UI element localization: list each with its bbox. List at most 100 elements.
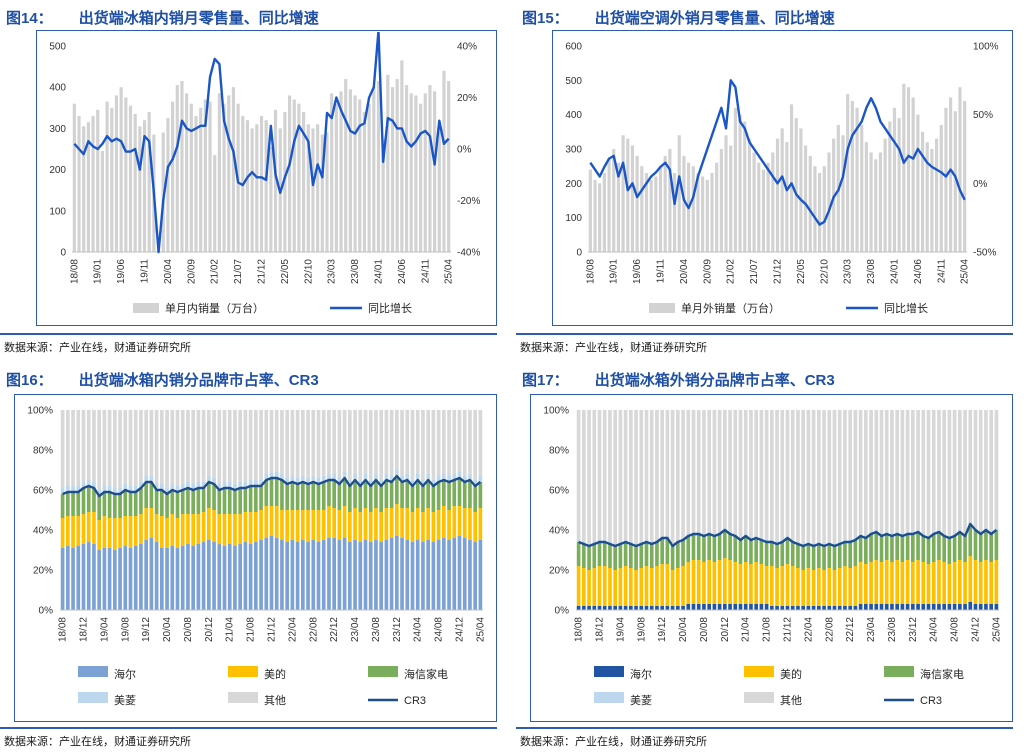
svg-text:19/01: 19/01 [93, 259, 104, 284]
svg-text:20/12: 20/12 [204, 617, 215, 642]
figure-15-panel: 图15： 出货端空调外销月零售量、同比增速 0 100 200 300 400 500 600… [516, 0, 1032, 362]
svg-text:海尔: 海尔 [630, 667, 652, 681]
figure-15-chart: 0 100 200 300 400 500 600 -50% 0% 50% 100% 18/08 19/… [565, 42, 999, 316]
svg-text:0%: 0% [555, 606, 570, 617]
svg-text:0%: 0% [973, 179, 988, 190]
svg-text:25/04: 25/04 [991, 617, 1002, 642]
svg-text:24/12: 24/12 [455, 617, 466, 642]
figure-15-chart-frame: 0 100 200 300 400 500 600 -50% 0% 50% 100% 18/08 19/… [552, 30, 1013, 326]
svg-text:100%: 100% [543, 406, 569, 417]
svg-text:海信家电: 海信家电 [920, 667, 964, 681]
svg-text:单月内销量（万台）: 单月内销量（万台） [165, 301, 264, 315]
svg-text:其他: 其他 [780, 694, 802, 707]
svg-text:300: 300 [49, 124, 66, 135]
svg-text:同比增长: 同比增长 [884, 301, 928, 315]
svg-text:21/07: 21/07 [749, 259, 760, 284]
svg-text:18/08: 18/08 [58, 617, 69, 642]
data-source-note: 数据来源：产业在线，财通证券研究所 [520, 342, 707, 354]
svg-text:80%: 80% [549, 446, 569, 457]
svg-text:22/04: 22/04 [287, 617, 298, 642]
svg-text:21/07: 21/07 [233, 259, 244, 284]
svg-text:60%: 60% [33, 486, 53, 497]
svg-text:60%: 60% [549, 486, 569, 497]
svg-text:美的: 美的 [264, 667, 286, 681]
svg-text:20/09: 20/09 [186, 259, 197, 284]
svg-text:其他: 其他 [264, 694, 286, 707]
svg-text:23/08: 23/08 [350, 259, 361, 284]
svg-text:23/03: 23/03 [843, 259, 854, 284]
svg-text:24/11: 24/11 [420, 259, 431, 284]
svg-text:21/02: 21/02 [210, 259, 221, 284]
svg-text:19/04: 19/04 [615, 617, 626, 642]
svg-text:40%: 40% [457, 42, 477, 53]
svg-text:24/12: 24/12 [971, 617, 982, 642]
svg-text:19/06: 19/06 [116, 259, 127, 284]
figure-15-title-text: 出货端空调外销月零售量、同比增速 [594, 10, 835, 27]
figure-14-chart-frame: 0 100 200 300 400 500 -40% -20% 0% 20% 40% 18/08 19/… [36, 30, 497, 326]
svg-text:22/12: 22/12 [845, 617, 856, 642]
svg-text:21/12: 21/12 [257, 259, 268, 284]
data-source-note: 数据来源：产业在线，财通证券研究所 [4, 342, 191, 354]
svg-text:24/08: 24/08 [950, 617, 961, 642]
svg-text:200: 200 [49, 165, 66, 176]
svg-text:19/06: 19/06 [632, 259, 643, 284]
svg-text:20/09: 20/09 [702, 259, 713, 284]
svg-text:20%: 20% [549, 566, 569, 577]
svg-text:600: 600 [565, 42, 582, 53]
figure-14-title-text: 出货端冰箱内销月零售量、同比增速 [78, 10, 319, 27]
figure-14-chart: 0 100 200 300 400 500 -40% -20% 0% 20% 40% 18/08 19/… [49, 32, 480, 315]
svg-text:24/01: 24/01 [374, 259, 385, 284]
svg-text:19/08: 19/08 [636, 617, 647, 642]
svg-text:21/08: 21/08 [246, 617, 257, 642]
svg-text:24/04: 24/04 [413, 617, 424, 642]
svg-text:18/12: 18/12 [595, 617, 606, 642]
svg-text:200: 200 [565, 179, 582, 190]
svg-text:-20%: -20% [457, 196, 480, 207]
svg-text:21/08: 21/08 [762, 617, 773, 642]
figure-17-chart: 0% 20% 40% 60% 80% 100% 18/08 18/12 19/04 19/08 19… [543, 406, 1002, 708]
divider-line [0, 333, 497, 335]
svg-text:24/11: 24/11 [936, 259, 947, 284]
figure-14-title: 图14： 出货端冰箱内销月零售量、同比增速 [6, 7, 319, 28]
svg-text:22/12: 22/12 [329, 617, 340, 642]
svg-text:21/12: 21/12 [783, 617, 794, 642]
svg-text:19/11: 19/11 [140, 259, 151, 284]
svg-text:23/08: 23/08 [371, 617, 382, 642]
svg-text:海尔: 海尔 [114, 667, 136, 681]
divider-line [516, 333, 1013, 335]
svg-text:100%: 100% [27, 406, 53, 417]
figure-17-title-text: 出货端冰箱外销分品牌市占率、CR3 [594, 372, 835, 389]
svg-text:25/04: 25/04 [960, 259, 971, 284]
svg-text:美菱: 美菱 [114, 694, 136, 707]
svg-text:25/04: 25/04 [444, 259, 455, 284]
svg-text:20/04: 20/04 [678, 617, 689, 642]
svg-text:22/08: 22/08 [824, 617, 835, 642]
svg-text:100%: 100% [973, 42, 999, 53]
svg-text:19/11: 19/11 [656, 259, 667, 284]
figure-15-title: 图15： 出货端空调外销月零售量、同比增速 [522, 7, 835, 28]
svg-text:20/12: 20/12 [720, 617, 731, 642]
svg-text:22/04: 22/04 [803, 617, 814, 642]
svg-text:单月外销量（万台）: 单月外销量（万台） [681, 301, 780, 315]
svg-text:80%: 80% [33, 446, 53, 457]
svg-text:22/05: 22/05 [796, 259, 807, 284]
svg-text:300: 300 [565, 145, 582, 156]
svg-text:20/04: 20/04 [162, 617, 173, 642]
svg-text:22/08: 22/08 [308, 617, 319, 642]
svg-text:23/08: 23/08 [866, 259, 877, 284]
svg-text:24/01: 24/01 [890, 259, 901, 284]
figure-17-chart-frame: 0% 20% 40% 60% 80% 100% 18/08 18/12 19/04 19/08 19… [530, 394, 1013, 722]
svg-text:23/04: 23/04 [350, 617, 361, 642]
svg-text:18/08: 18/08 [585, 259, 596, 284]
svg-text:500: 500 [565, 76, 582, 87]
figure-16-title-text: 出货端冰箱内销分品牌市占率、CR3 [78, 372, 319, 389]
svg-text:23/12: 23/12 [908, 617, 919, 642]
data-source-note: 数据来源：产业在线，财通证券研究所 [520, 736, 707, 748]
data-source-note: 数据来源：产业在线，财通证券研究所 [4, 736, 191, 748]
svg-text:20%: 20% [33, 566, 53, 577]
svg-text:22/10: 22/10 [819, 259, 830, 284]
svg-text:18/12: 18/12 [79, 617, 90, 642]
svg-text:海信家电: 海信家电 [404, 667, 448, 681]
svg-text:20%: 20% [457, 93, 477, 104]
